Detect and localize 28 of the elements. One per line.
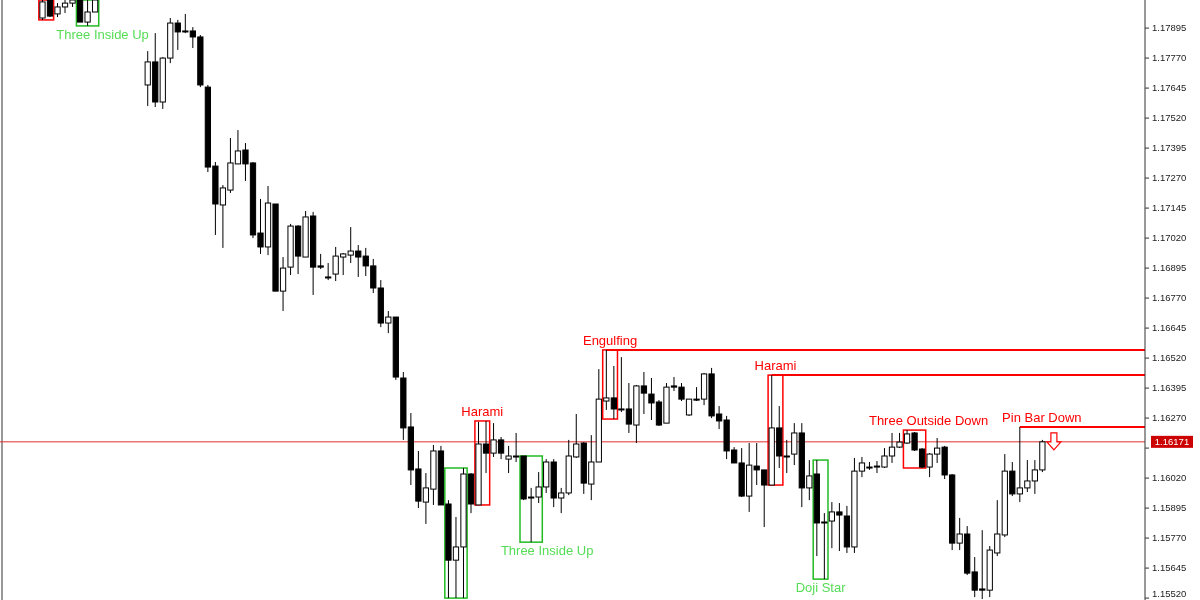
y-tick-label: 1.16270: [1152, 412, 1187, 424]
y-tick-label: 1.16895: [1152, 262, 1187, 274]
annotation: Three Inside Up: [500, 543, 594, 559]
annotation: Doji Star: [795, 580, 847, 596]
y-tick-label: 1.17520: [1152, 112, 1187, 124]
y-tick-label: 1.16020: [1152, 472, 1187, 484]
annotation: Pin Bar Down: [1002, 409, 1082, 425]
annotation: Harami: [461, 403, 504, 419]
annotation: Three Inside Up: [56, 26, 149, 42]
y-tick-label: 1.16645: [1152, 322, 1187, 334]
y-tick-label: 1.17395: [1152, 142, 1187, 154]
ref-line-label: 1.16171: [1154, 436, 1190, 448]
y-tick-label: 1.16770: [1152, 292, 1187, 304]
annotation: Engulfing: [582, 332, 638, 348]
y-tick-label: 1.17895: [1152, 22, 1187, 34]
y-tick-label: 1.15895: [1152, 502, 1187, 514]
y-tick-label: 1.16395: [1152, 382, 1187, 394]
annotation: Harami: [754, 358, 797, 374]
y-tick-label: 1.15770: [1152, 532, 1187, 544]
y-tick-label: 1.17770: [1152, 52, 1187, 64]
y-tick-label: 1.15645: [1152, 562, 1187, 574]
y-tick-label: 1.17645: [1152, 82, 1187, 94]
y-tick-label: 1.15520: [1152, 588, 1187, 600]
annotation: Three Outside Down: [868, 413, 989, 429]
y-tick-label: 1.17145: [1152, 202, 1187, 214]
y-tick-label: 1.16520: [1152, 352, 1187, 364]
y-tick-label: 1.17270: [1152, 172, 1187, 184]
y-tick-label: 1.17020: [1152, 232, 1187, 244]
